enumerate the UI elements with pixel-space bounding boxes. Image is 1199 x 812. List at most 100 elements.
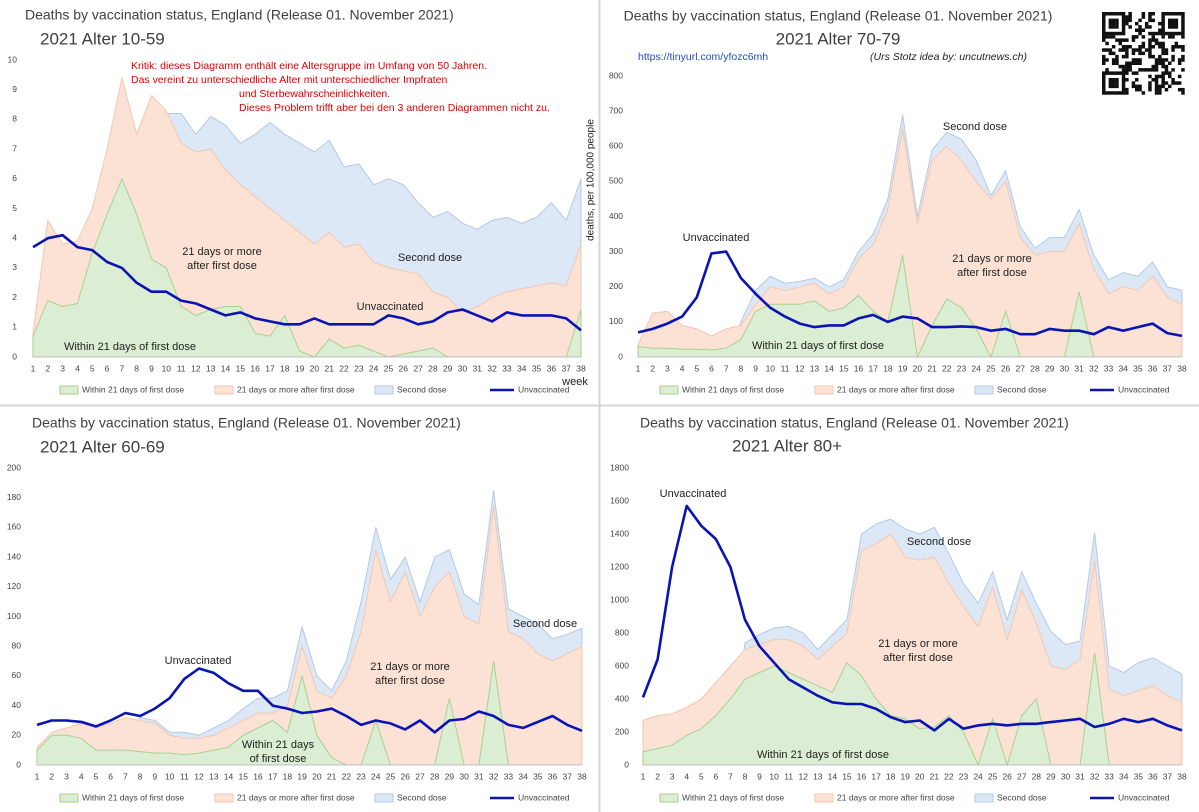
qr-cell bbox=[1148, 87, 1152, 92]
x-tick-label: 30 bbox=[459, 771, 469, 781]
qr-cell bbox=[1141, 91, 1146, 95]
qr-cell bbox=[1151, 54, 1155, 59]
area bbox=[36, 505, 583, 766]
x-tick-label: 1 bbox=[35, 771, 40, 781]
qr-cell bbox=[1111, 61, 1116, 65]
qr-cell bbox=[1161, 12, 1165, 16]
qr-cell bbox=[1118, 31, 1122, 36]
qr-cell bbox=[1181, 25, 1185, 29]
x-tick-label: 21 bbox=[927, 363, 937, 373]
annotation: Kritik: dieses Diagramm enthält eine Alt… bbox=[131, 60, 487, 72]
qr-cell bbox=[1111, 71, 1116, 75]
qr-cell bbox=[1121, 68, 1126, 72]
qr-cell bbox=[1102, 91, 1106, 95]
y-tick-label: 200 bbox=[615, 726, 629, 736]
qr-cell bbox=[1105, 68, 1109, 72]
qr-cell bbox=[1161, 81, 1165, 85]
qr-cell bbox=[1148, 38, 1152, 42]
qr-cell bbox=[1125, 61, 1129, 65]
qr-cell bbox=[1118, 48, 1122, 52]
qr-cell bbox=[1105, 12, 1109, 16]
qr-cell bbox=[1121, 84, 1126, 89]
qr-cell bbox=[1121, 64, 1126, 69]
qr-cell bbox=[1115, 38, 1119, 42]
qr-cell bbox=[1135, 78, 1139, 82]
y-tick-label: 200 bbox=[609, 281, 623, 291]
qr-cell bbox=[1141, 35, 1146, 39]
qr-cell bbox=[1174, 25, 1179, 29]
qr-cell bbox=[1121, 12, 1126, 16]
annotation: Second dose bbox=[943, 121, 1007, 133]
qr-cell bbox=[1138, 28, 1142, 32]
annotation: Unvaccinated bbox=[660, 488, 727, 500]
qr-cell bbox=[1121, 54, 1126, 59]
qr-cell bbox=[1154, 78, 1159, 82]
qr-cell bbox=[1135, 28, 1139, 32]
qr-cell bbox=[1102, 74, 1106, 79]
qr-cell bbox=[1164, 58, 1169, 62]
qr-cell bbox=[1108, 84, 1113, 89]
x-tick-label: 22 bbox=[942, 363, 952, 373]
x-tick-label: 5 bbox=[694, 363, 699, 373]
x-tick-label: 1 bbox=[636, 363, 641, 373]
x-tick-label: 31 bbox=[1075, 771, 1085, 781]
qr-cell bbox=[1148, 25, 1152, 29]
x-tick-label: 32 bbox=[1090, 771, 1100, 781]
x-tick-label: 10 bbox=[165, 771, 175, 781]
x-tick-label: 4 bbox=[79, 771, 84, 781]
qr-cell bbox=[1121, 48, 1126, 52]
qr-cell bbox=[1121, 15, 1126, 19]
qr-cell bbox=[1164, 71, 1169, 75]
qr-cell bbox=[1111, 45, 1116, 49]
x-tick-label: 28 bbox=[1032, 771, 1042, 781]
qr-cell bbox=[1158, 58, 1162, 62]
x-tick-label: 2 bbox=[650, 363, 655, 373]
x-tick-label: 7 bbox=[724, 363, 729, 373]
qr-cell bbox=[1161, 28, 1165, 32]
qr-cell bbox=[1131, 61, 1136, 65]
annotation: Unvaccinated bbox=[165, 655, 232, 667]
x-tick-label: 38 bbox=[1177, 771, 1187, 781]
qr-cell bbox=[1161, 45, 1165, 49]
qr-cell bbox=[1181, 48, 1185, 52]
qr-cell bbox=[1171, 81, 1175, 85]
y-tick-label: 300 bbox=[609, 246, 623, 256]
qr-cell bbox=[1108, 51, 1113, 56]
qr-cell bbox=[1131, 48, 1136, 52]
legend-label: 21 days or more after first dose bbox=[837, 792, 955, 802]
x-tick-label: 27 bbox=[1017, 771, 1027, 781]
x-tick-label: 34 bbox=[1119, 771, 1129, 781]
y-tick-label: 400 bbox=[609, 211, 623, 221]
y-tick-label: 2 bbox=[12, 292, 17, 302]
chart-subtitle: 2021 Alter 70-79 bbox=[776, 29, 901, 48]
qr-cell bbox=[1131, 84, 1136, 89]
chart-title: Deaths by vaccination status, England (R… bbox=[640, 415, 1069, 431]
legend-label: Within 21 days of first dose bbox=[82, 792, 184, 802]
qr-cell bbox=[1108, 71, 1113, 75]
qr-cell bbox=[1181, 87, 1185, 92]
x-tick-label: 28 bbox=[1030, 363, 1040, 373]
x-tick-label: 8 bbox=[138, 771, 143, 781]
x-tick-label: 12 bbox=[799, 771, 809, 781]
chart-title: Deaths by vaccination status, England (R… bbox=[25, 7, 454, 23]
x-tick-label: 7 bbox=[119, 363, 124, 373]
y-tick-label: 100 bbox=[7, 611, 21, 621]
qr-cell bbox=[1148, 54, 1152, 59]
qr-cell bbox=[1105, 48, 1109, 52]
legend-swatch bbox=[974, 385, 994, 395]
chart-title: Deaths by vaccination status, England (R… bbox=[624, 8, 1053, 24]
qr-cell bbox=[1181, 35, 1185, 39]
x-tick-label: 19 bbox=[295, 363, 305, 373]
qr-cell bbox=[1148, 18, 1152, 23]
qr-cell bbox=[1121, 25, 1126, 29]
x-tick-label: 26 bbox=[401, 771, 411, 781]
x-tick-label: 16 bbox=[253, 771, 263, 781]
x-tick-label: 17 bbox=[869, 363, 879, 373]
line bbox=[641, 504, 1183, 732]
qr-cell bbox=[1111, 78, 1116, 82]
qr-cell bbox=[1131, 58, 1136, 62]
y-tick-label: 100 bbox=[609, 316, 623, 326]
qr-cell bbox=[1138, 87, 1142, 92]
x-tick-label: 34 bbox=[517, 363, 527, 373]
qr-cell bbox=[1148, 84, 1152, 89]
